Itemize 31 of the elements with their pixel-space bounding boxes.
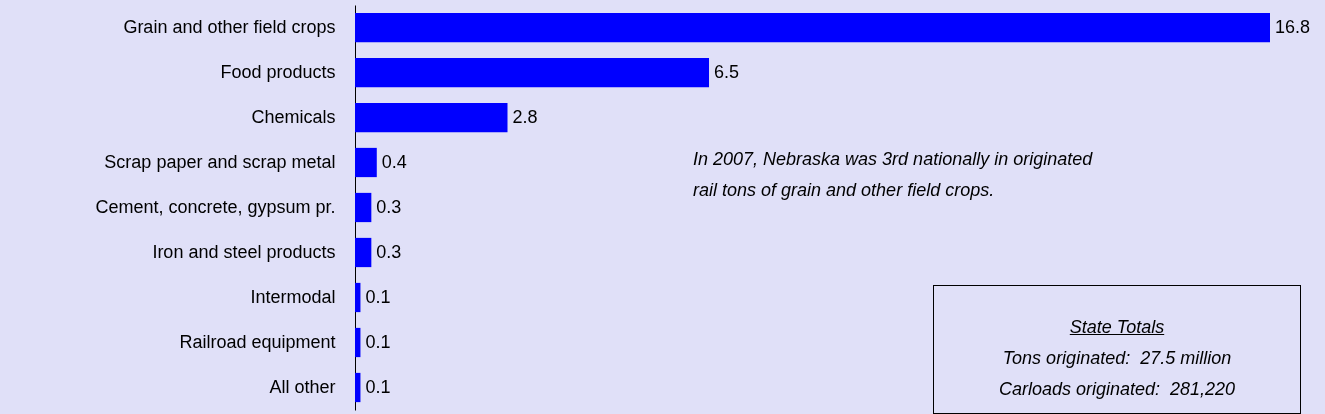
bar [355, 237, 372, 268]
data-label: 6.5 [714, 61, 740, 82]
bar [355, 102, 508, 133]
bar [355, 372, 361, 403]
y-tick-label: Food products [220, 61, 336, 82]
bar [355, 327, 361, 358]
bar [355, 57, 710, 88]
y-tick-label: Railroad equipment [179, 331, 336, 352]
bar [355, 12, 1270, 43]
data-label: 0.1 [365, 376, 391, 397]
annotation: Carloads originated: 281,220 [997, 378, 1237, 401]
bar [355, 282, 361, 313]
y-tick-label: Scrap paper and scrap metal [104, 151, 336, 172]
annotation: Tons originated: 27.5 million [1001, 347, 1233, 370]
annotation: State Totals [1069, 316, 1165, 339]
bar [355, 192, 372, 223]
bar [355, 147, 377, 178]
data-label: 0.3 [376, 241, 402, 262]
annotation: In 2007, Nebraska was 3rd nationally in originated rail tons of grain and other field crops. [693, 148, 1093, 202]
data-label: 0.3 [376, 196, 402, 217]
data-label: 0.4 [381, 151, 407, 172]
y-tick-label: All other [269, 376, 336, 397]
y-tick-label: Grain and other field crops [123, 16, 336, 37]
y-tick-label: Intermodal [250, 286, 336, 307]
data-label: 0.1 [365, 331, 391, 352]
y-tick-label: Iron and steel products [152, 241, 336, 262]
data-label: 0.1 [365, 286, 391, 307]
data-label: 16.8 [1275, 16, 1311, 37]
y-tick-label: Cement, concrete, gypsum pr. [95, 196, 336, 217]
y-tick-label: Chemicals [251, 106, 336, 127]
data-label: 2.8 [512, 106, 538, 127]
